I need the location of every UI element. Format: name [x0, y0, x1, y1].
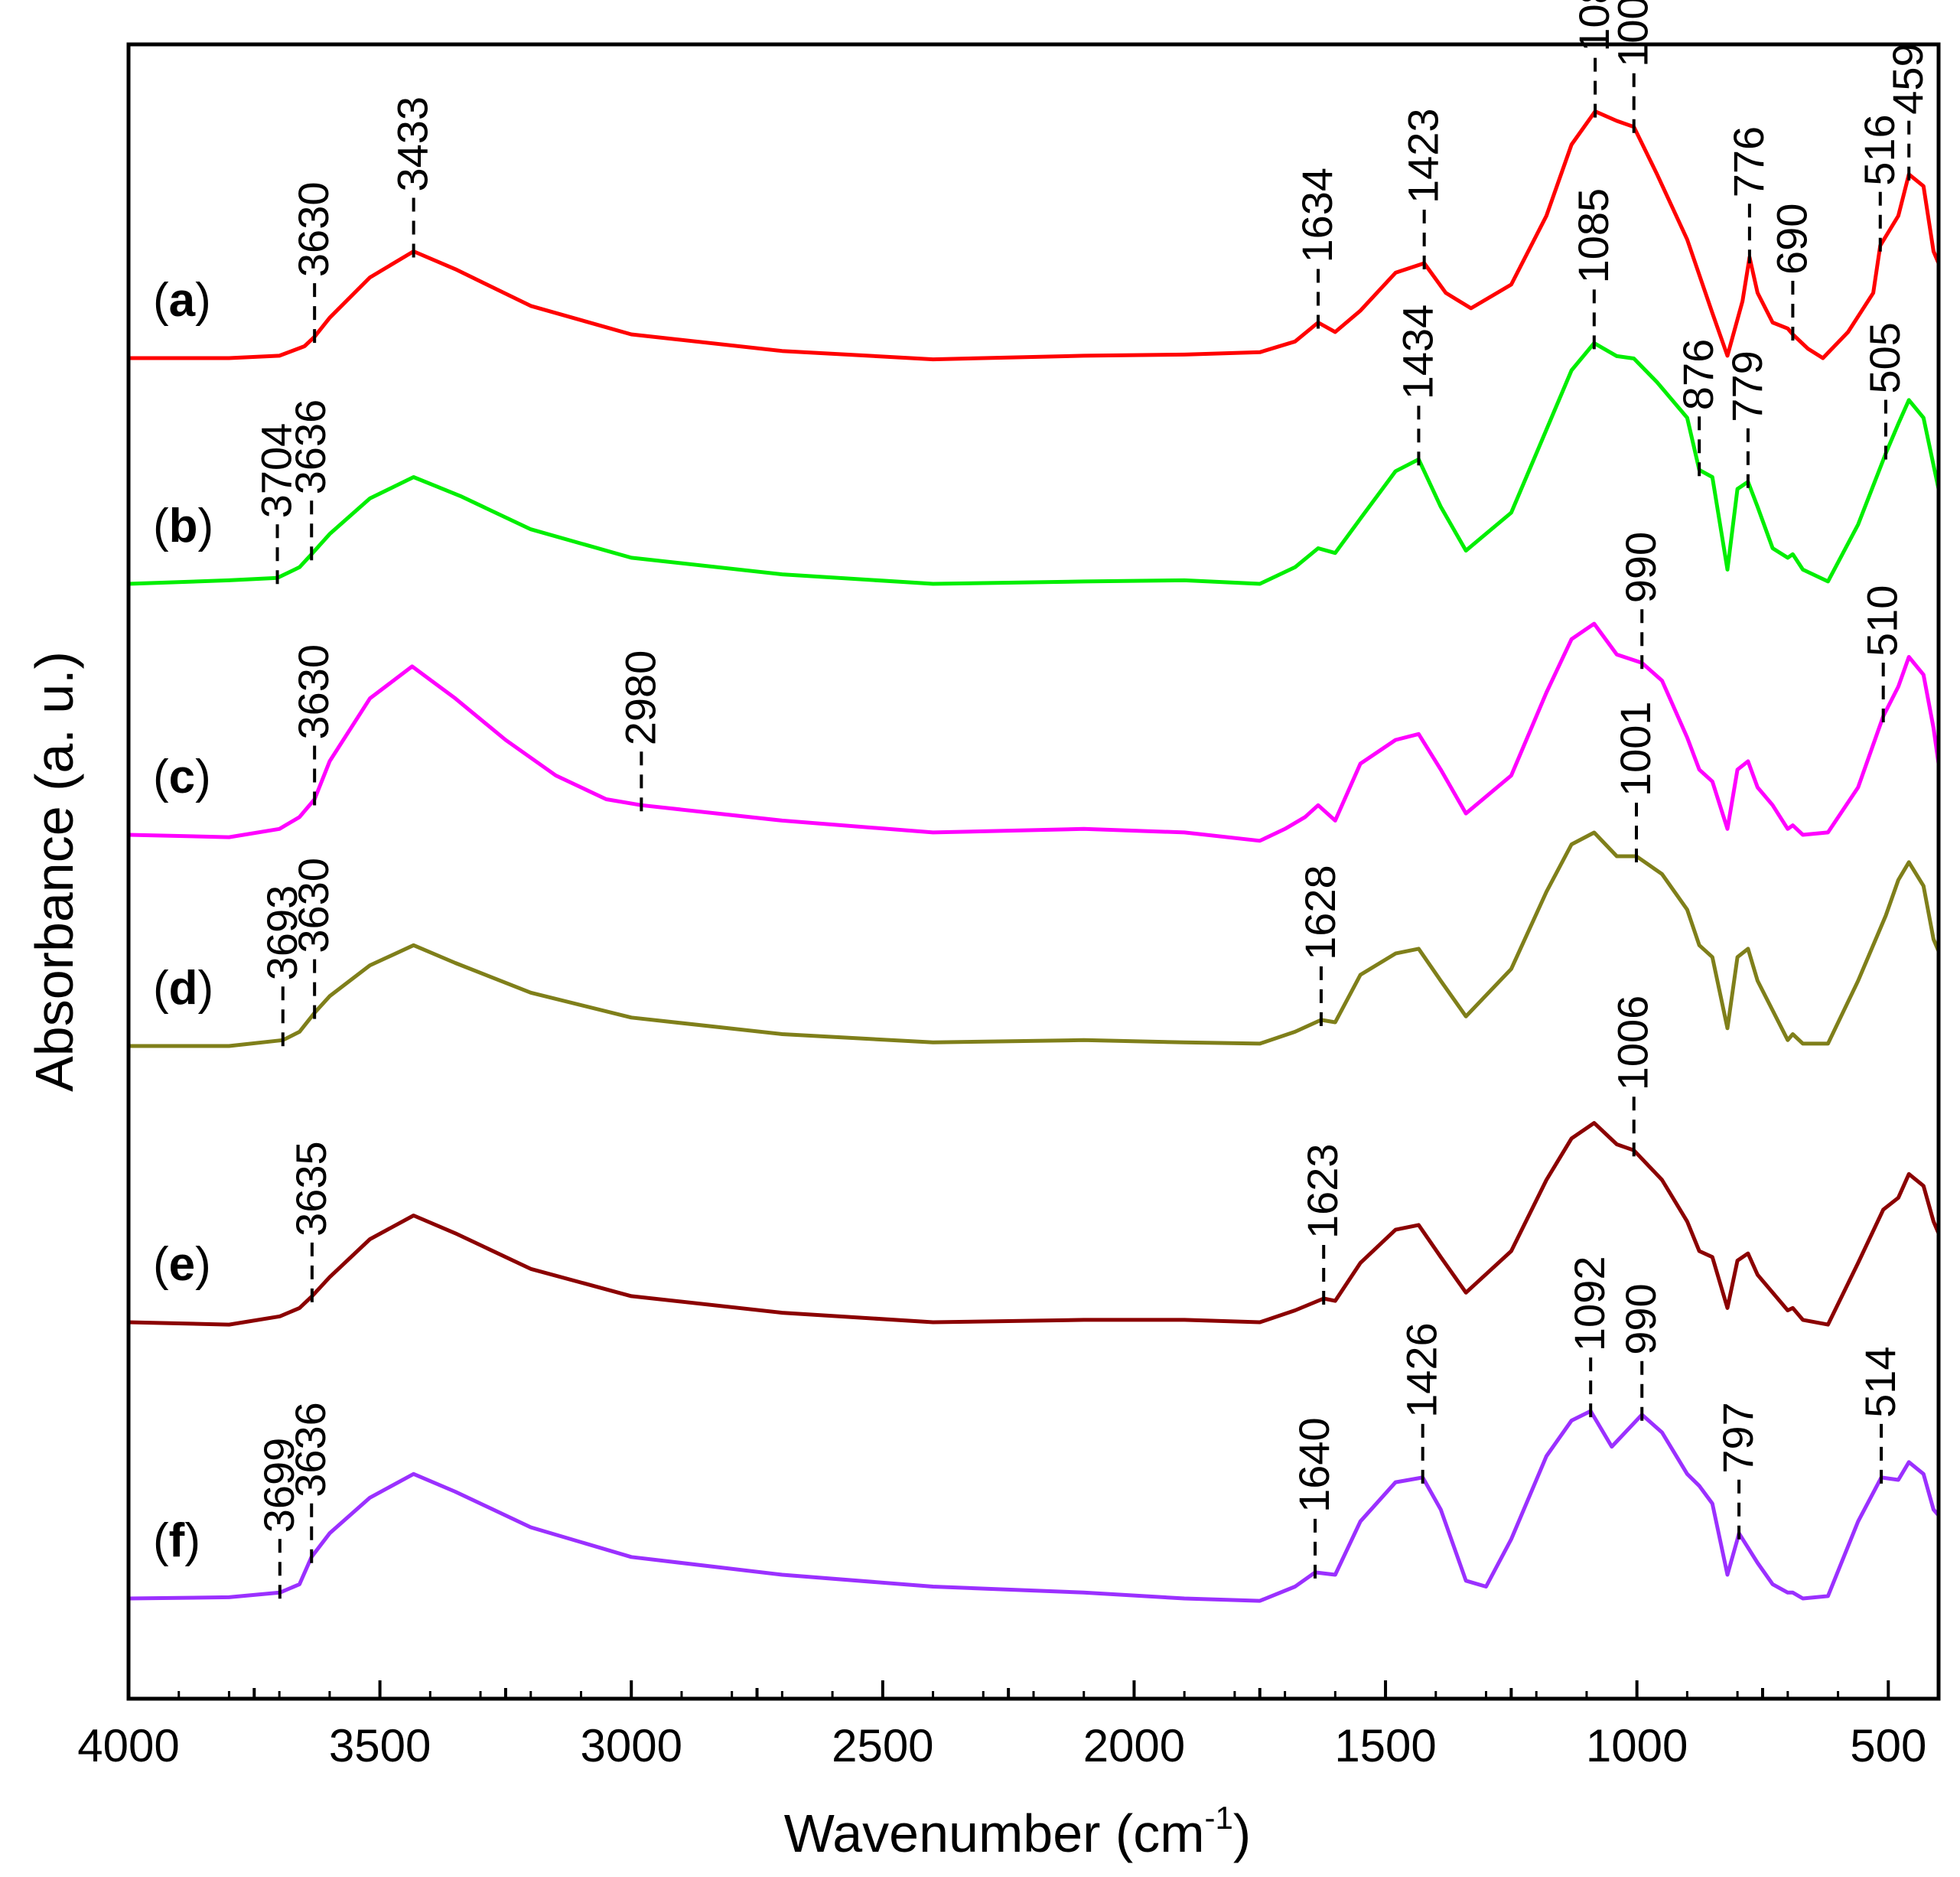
peak-label-a-2: 1634: [1293, 168, 1341, 263]
peak-label-b-16: 505: [1861, 322, 1909, 393]
plot-frame: [126, 42, 1941, 1701]
x-tick-label-4000: 4000: [77, 1720, 179, 1771]
x-axis-title-close: ): [1233, 1804, 1251, 1863]
peak-label-c-18: 2980: [616, 650, 664, 746]
peak-label-a-7: 690: [1767, 204, 1815, 275]
peak-label-b-13: 1085: [1569, 188, 1617, 284]
peak-label-f-35: 514: [1856, 1346, 1904, 1417]
series-lines-layer: [128, 109, 1941, 1603]
peak-label-b-10: 3704: [252, 423, 301, 519]
series-line-e: [128, 1121, 1941, 1327]
x-tick-label-2500: 2500: [832, 1720, 933, 1771]
peak-label-e-26: 1623: [1298, 1143, 1346, 1239]
peak-label-f-33: 990: [1617, 1283, 1665, 1354]
series-label-c: (c): [153, 751, 211, 803]
x-axis-title-sup: -1: [1205, 1800, 1233, 1836]
peak-label-a-3: 1423: [1399, 108, 1447, 204]
series-line-c: [128, 621, 1941, 843]
peak-label-c-17: 3630: [289, 644, 337, 740]
peak-label-b-14: 876: [1674, 339, 1722, 410]
x-tick-label-3000: 3000: [580, 1720, 682, 1771]
y-axis-title: Absorbance (a. u.): [24, 651, 84, 1092]
series-line-f: [128, 1409, 1940, 1603]
x-axis-title: Wavenumber (cm-1): [784, 1800, 1251, 1863]
peak-label-f-28: 3699: [255, 1438, 303, 1533]
peak-label-d-22: 3630: [289, 858, 337, 953]
peak-label-a-8: 516: [1855, 114, 1903, 185]
peak-label-f-30: 1640: [1290, 1417, 1338, 1513]
peak-label-a-9: 459: [1883, 43, 1932, 114]
series-label-b: (b): [153, 500, 213, 552]
series-label-layer: (a) (b) (c) (d) (e) (f): [153, 274, 213, 1567]
peak-label-c-20: 510: [1858, 585, 1906, 657]
peak-label-e-25: 3635: [287, 1141, 335, 1237]
peak-label-b-15: 779: [1723, 350, 1771, 422]
x-tick-label-1000: 1000: [1586, 1720, 1688, 1771]
x-axis-ticks: 4000 3500 3000 2500 2000 1500 1000 500: [77, 1680, 1926, 1771]
peak-label-d-21: 3693: [258, 885, 306, 981]
series-line-b: [128, 341, 1941, 586]
peak-label-a-5: 1006: [1609, 0, 1657, 67]
peak-label-d-23: 1628: [1296, 865, 1344, 960]
peak-label-b-11: 3636: [286, 399, 334, 495]
peak-label-e-27: 1006: [1609, 996, 1657, 1091]
series-line-a: [129, 109, 1941, 362]
peak-label-f-34: 797: [1714, 1402, 1762, 1473]
peak-label-a-6: 776: [1724, 126, 1773, 197]
x-tick-label-1500: 1500: [1334, 1720, 1436, 1771]
series-line-d: [129, 830, 1941, 1048]
peak-marker-layer: [275, 57, 1911, 1608]
peak-label-a-1: 3433: [389, 96, 437, 192]
peak-label-c-19: 990: [1617, 532, 1665, 603]
peak-label-f-31: 1426: [1398, 1322, 1446, 1418]
peak-label-f-32: 1092: [1565, 1256, 1613, 1352]
series-label-a: (a): [153, 274, 211, 327]
x-tick-label-3500: 3500: [329, 1720, 431, 1771]
series-label-d: (d): [153, 962, 213, 1015]
series-label-e: (e): [153, 1238, 211, 1291]
peak-label-layer: 3630343316341423108310067766905164593704…: [252, 0, 1932, 1533]
peak-label-b-12: 1434: [1393, 305, 1441, 400]
x-axis-title-main: Wavenumber (cm: [784, 1804, 1205, 1863]
series-label-f: (f): [153, 1514, 200, 1567]
peak-label-a-0: 3630: [289, 182, 337, 278]
peak-label-f-29: 3636: [286, 1402, 334, 1497]
x-tick-label-2000: 2000: [1083, 1720, 1185, 1771]
peak-label-d-24: 1001: [1611, 701, 1659, 797]
x-tick-label-500: 500: [1850, 1720, 1926, 1771]
